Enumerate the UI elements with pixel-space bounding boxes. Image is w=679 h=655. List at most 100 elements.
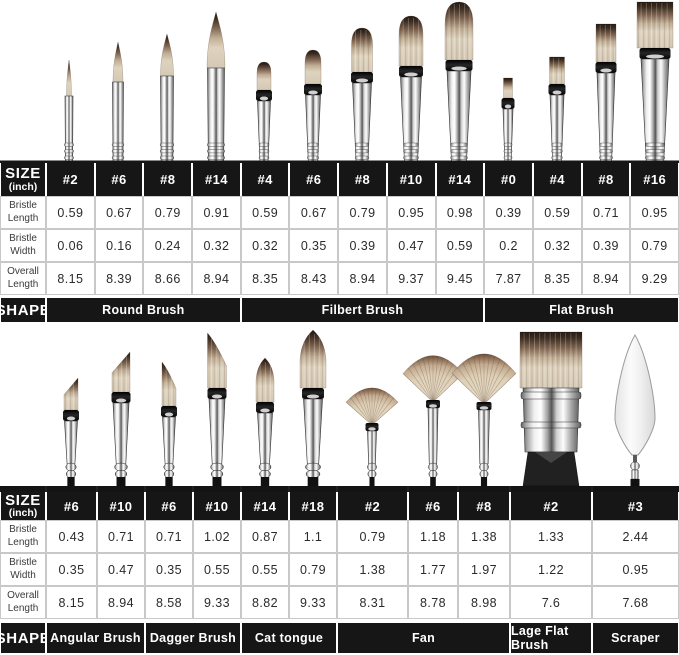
shape-group-cell: Angular Brush — [47, 623, 144, 653]
brush-round-14 — [206, 11, 226, 163]
size-header-title: SIZE — [5, 165, 41, 183]
spec-value-cell: 0.06 — [47, 230, 94, 261]
size-cell: #10 — [98, 492, 144, 520]
spec-value-cell: 1.77 — [409, 554, 457, 585]
size-cell: #6 — [409, 492, 457, 520]
brush-flat-0 — [501, 77, 515, 163]
spec-value-cell: 1.33 — [511, 521, 591, 552]
spec-value-cell: 0.91 — [193, 197, 240, 228]
shape-group-cell: Scraper — [593, 623, 678, 653]
spec-value-cell: 0.43 — [47, 521, 96, 552]
size-header-cell: SIZE (inch) — [1, 163, 45, 196]
spec-value-cell: 0.79 — [338, 521, 407, 552]
shape-group-cell: Filbert Brush — [241, 298, 484, 322]
brush-large-flat-2 — [519, 331, 583, 487]
size-cell: #14 — [242, 492, 288, 520]
row-spacer — [0, 619, 679, 623]
spec-value-cell: 8.94 — [98, 587, 144, 618]
brush-cat-tongue-14 — [255, 357, 275, 486]
size-cell: #3 — [593, 492, 678, 520]
spec-value-cell: 0.47 — [98, 554, 144, 585]
spec-value-cell: 1.18 — [409, 521, 457, 552]
brush-flat-8 — [595, 23, 617, 163]
spec-value-cell: 0.24 — [144, 230, 192, 261]
spec-value-cell: 0.35 — [290, 230, 338, 261]
spec-value-cell: 0.16 — [95, 230, 143, 261]
brush-fan-8 — [451, 353, 517, 486]
size-cell: #16 — [631, 163, 678, 196]
brush-filbert-10 — [398, 15, 424, 163]
shape-row: SHAPE Angular Brush Dagger Brush Cat tongue… — [0, 623, 679, 653]
spec-value-cell: 0.39 — [582, 230, 630, 261]
spec-value-cell: 8.78 — [409, 587, 457, 618]
spec-value-cell: 8.94 — [339, 263, 386, 294]
spec-data-grid: Bristle Length 0.59 0.67 0.79 0.91 0.59 0.67 0.… — [0, 196, 679, 295]
size-cell: #6 — [95, 163, 143, 196]
size-row: SIZE (inch) #6 #10 #6 #10 #14 #18 #2 #6 #8 #2 #3 — [0, 492, 679, 520]
brush-flat-16 — [636, 1, 674, 163]
size-cell: #6 — [146, 492, 192, 520]
spec-value-cell: 0.59 — [436, 230, 484, 261]
size-header-unit: (inch) — [8, 180, 38, 193]
spec-value-cell: 0.95 — [593, 554, 678, 585]
brush-dagger-10 — [207, 332, 227, 486]
size-cell: #10 — [387, 163, 435, 196]
spec-value-cell: 8.31 — [338, 587, 407, 618]
size-cell: #14 — [193, 163, 240, 196]
brush-photos-bottom-row — [0, 329, 679, 492]
brush-round-6 — [111, 41, 125, 163]
brush-filbert-8 — [351, 27, 373, 163]
spec-value-cell: 0.32 — [193, 230, 240, 261]
spec-value-cell: 0.32 — [533, 230, 581, 261]
spec-value-cell: 1.02 — [194, 521, 240, 552]
spec-value-cell: 1.38 — [338, 554, 407, 585]
spec-value-cell: 0.55 — [242, 554, 288, 585]
spec-value-cell: 0.32 — [241, 230, 289, 261]
spec-value-cell: 8.15 — [47, 263, 94, 294]
row-spacer — [0, 295, 679, 298]
shape-group-cell: Lage Flat Brush — [511, 623, 591, 653]
size-cell: #2 — [47, 163, 94, 196]
size-header-cell: SIZE (inch) — [1, 492, 45, 520]
spec-value-cell: 1.97 — [459, 554, 509, 585]
spec-value-cell: 0.79 — [339, 197, 386, 228]
shape-row: SHAPE Round Brush Filbert Brush Flat Brush — [0, 298, 679, 322]
spec-value-cell: 0.59 — [241, 197, 289, 228]
spec-value-cell: 0.95 — [387, 197, 435, 228]
brush-round-2 — [64, 59, 74, 163]
spec-value-cell: 0.35 — [146, 554, 192, 585]
size-row: SIZE (inch) #2 #6 #8 #14 #4 #6 #8 #10 #14 #0 #4 #8 #16 — [0, 163, 679, 196]
spec-value-cell: 9.37 — [387, 263, 435, 294]
spec-value-cell: 0.39 — [485, 197, 532, 228]
spec-value-cell: 0.59 — [47, 197, 94, 228]
spec-value-cell: 0.98 — [436, 197, 484, 228]
shape-group-cell: Fan — [338, 623, 509, 653]
spec-value-cell: 9.33 — [194, 587, 240, 618]
spec-value-cell: 8.82 — [242, 587, 288, 618]
spec-value-cell: 8.66 — [144, 263, 192, 294]
spec-row-label: Bristle Width — [1, 230, 45, 261]
brush-scraper-3 — [614, 333, 656, 486]
size-cell: #10 — [194, 492, 240, 520]
brush-fan-6 — [402, 355, 464, 486]
spec-value-cell: 0.79 — [144, 197, 192, 228]
brush-angular-10 — [111, 351, 131, 486]
spec-value-cell: 0.35 — [47, 554, 96, 585]
spec-row-label: Bristle Width — [1, 554, 45, 585]
size-cell: #2 — [511, 492, 591, 520]
spec-row-label: Overall Length — [1, 587, 45, 618]
brush-cat-tongue-18 — [299, 329, 327, 486]
spec-value-cell: 0.67 — [95, 197, 143, 228]
spec-value-cell: 0.79 — [290, 554, 336, 585]
spec-value-cell: 0.2 — [485, 230, 532, 261]
size-cell: #6 — [290, 163, 338, 196]
brush-fan-2 — [345, 387, 399, 486]
size-header-title: SIZE — [5, 491, 41, 509]
size-cell: #4 — [533, 163, 581, 196]
spec-value-cell: 0.55 — [194, 554, 240, 585]
spec-value-cell: 8.35 — [241, 263, 289, 294]
size-cell: #2 — [338, 492, 407, 520]
spec-data-grid: Bristle Length 0.43 0.71 0.71 1.02 0.87 1.1 0.7… — [0, 520, 679, 619]
baseline-bottom — [0, 486, 679, 492]
